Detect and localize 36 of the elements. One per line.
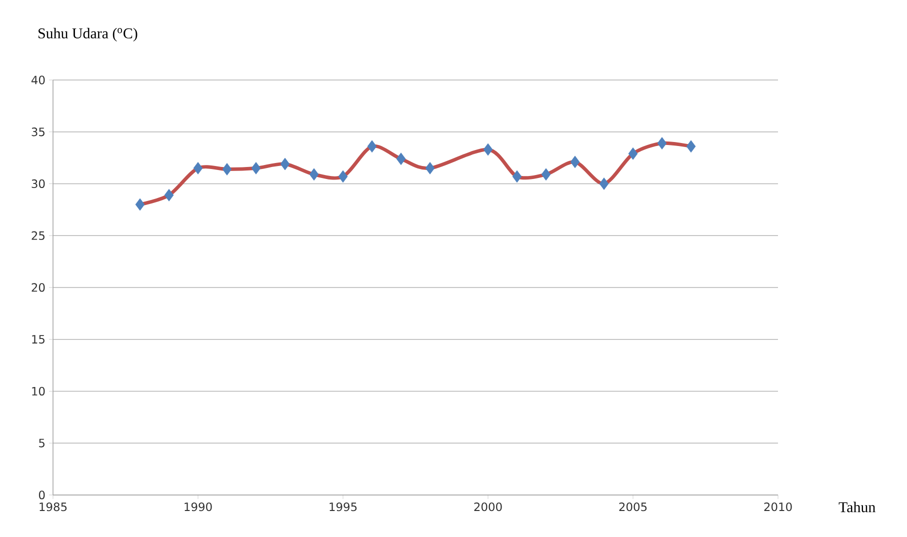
point (599, 178, 609, 190)
point (164, 188, 174, 202)
point (425, 162, 435, 174)
x-tick-label: 1985 (40, 502, 67, 512)
y-tick-label: 20 (32, 283, 45, 292)
point (541, 168, 551, 181)
point (512, 170, 522, 183)
point (396, 152, 406, 166)
point (483, 143, 493, 156)
x-tick-label: 1995 (330, 502, 357, 512)
y-tick-label: 15 (32, 335, 44, 344)
x-axis-title: Tahun (838, 502, 876, 512)
y-axis-title: Suhu Udara ($^{o}$C) (38, 28, 138, 42)
point (367, 140, 377, 153)
y-tick-label: 10 (32, 386, 45, 396)
y-tick-label: 35 (32, 128, 44, 136)
point (222, 163, 232, 176)
point (193, 162, 203, 174)
point (570, 156, 580, 168)
point (657, 137, 667, 150)
x-tick-label: 2005 (619, 502, 647, 512)
y-tick-label: 40 (31, 76, 45, 84)
y-tick-label: 0 (38, 490, 45, 500)
x-tick-label: 2000 (474, 502, 502, 512)
x-tick-label: 2010 (764, 502, 792, 512)
y-tick-label: 25 (32, 231, 44, 240)
point (686, 140, 696, 153)
point (338, 170, 348, 183)
point (628, 147, 638, 160)
point (135, 198, 145, 211)
y-tick-label: 30 (32, 179, 45, 188)
point (280, 158, 290, 170)
point (251, 162, 261, 174)
point (309, 168, 319, 181)
x-tick-label: 1990 (184, 502, 212, 512)
y-tick-label: 5 (39, 438, 44, 448)
